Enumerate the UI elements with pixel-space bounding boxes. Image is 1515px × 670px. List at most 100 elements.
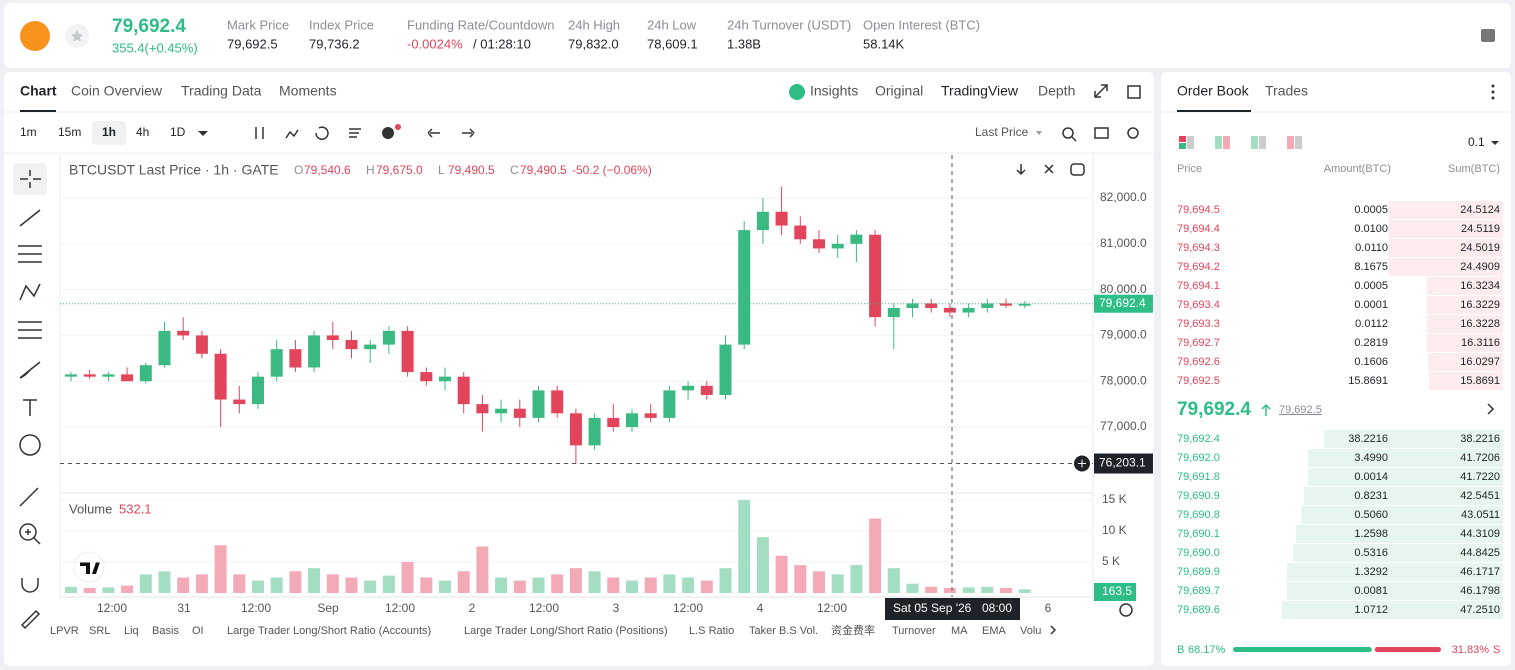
indicator-tab[interactable]: OI bbox=[192, 625, 204, 637]
indicator-tab[interactable]: Large Trader Long/Short Ratio (Positions… bbox=[464, 625, 668, 637]
col-header: Amount(BTC) bbox=[1324, 163, 1391, 175]
indicator-tab[interactable]: Large Trader Long/Short Ratio (Accounts) bbox=[227, 625, 431, 637]
legend-value: 79,675.0 bbox=[376, 163, 423, 177]
menu-dots[interactable] bbox=[1491, 84, 1495, 100]
volume-bar bbox=[887, 568, 900, 593]
volume-tick-label: 5 K bbox=[1102, 554, 1120, 568]
volume-bar bbox=[457, 571, 470, 593]
candle-body bbox=[532, 390, 545, 418]
indicator-tab[interactable]: Basis bbox=[152, 625, 179, 637]
x-tick-label: 12:00 bbox=[817, 601, 847, 615]
indicator-tab[interactable]: Volu bbox=[1020, 625, 1041, 637]
interval[interactable]: 4h bbox=[136, 125, 149, 139]
candle-body bbox=[214, 353, 227, 400]
tab[interactable]: Trading Data bbox=[181, 83, 262, 99]
active-tab-underline bbox=[1177, 110, 1251, 112]
indicator-tab[interactable]: Turnover bbox=[892, 625, 936, 637]
book-amount: 1.2598 bbox=[1354, 528, 1388, 540]
price-source[interactable]: Last Price bbox=[975, 125, 1029, 139]
book-sum: 16.3229 bbox=[1460, 299, 1500, 311]
book-price: 79,690.8 bbox=[1177, 509, 1220, 521]
stat-value: 58.14K bbox=[863, 36, 905, 51]
tab[interactable]: Chart bbox=[20, 83, 57, 99]
indicator-tab[interactable]: L.S Ratio bbox=[689, 625, 734, 637]
candle-body bbox=[813, 239, 825, 249]
y-tick-label: 78,000.0 bbox=[1100, 373, 1147, 387]
book-price: 79,690.1 bbox=[1177, 528, 1220, 540]
indicator-tab[interactable]: SRL bbox=[89, 625, 110, 637]
badge bbox=[395, 124, 401, 130]
volume-bar bbox=[813, 571, 825, 593]
interval[interactable]: 15m bbox=[58, 125, 81, 139]
view-tab[interactable]: Insights bbox=[810, 83, 858, 99]
stat-label: Funding Rate/Countdown bbox=[407, 17, 554, 32]
book-price: 79,689.9 bbox=[1177, 566, 1220, 578]
stat-value: 78,609.1 bbox=[647, 36, 698, 51]
precision[interactable]: 0.1 bbox=[1468, 135, 1485, 149]
volume-bar bbox=[401, 561, 414, 593]
book-sum: 24.5124 bbox=[1460, 204, 1500, 216]
legend-value: 79,490.5 bbox=[520, 163, 567, 177]
depth-bar bbox=[1388, 239, 1503, 257]
x-tick-label: 31 bbox=[177, 601, 191, 615]
indicator-icon[interactable] bbox=[382, 127, 394, 139]
candle-body bbox=[626, 413, 638, 428]
interval[interactable]: 1h bbox=[102, 125, 116, 139]
book-price: 79,692.5 bbox=[1177, 375, 1220, 387]
interval[interactable]: 1D bbox=[170, 125, 186, 139]
stat-value: -0.0024% bbox=[407, 36, 463, 51]
indicator-tab[interactable]: MA bbox=[951, 625, 968, 637]
depth-bar bbox=[1426, 296, 1503, 314]
sell-key: S bbox=[1493, 644, 1500, 656]
chart-panel bbox=[4, 72, 1154, 666]
candle-body bbox=[1018, 303, 1031, 306]
chevron[interactable] bbox=[1487, 403, 1495, 415]
indicator-tab[interactable]: Liq bbox=[124, 625, 139, 637]
book-amount: 3.4990 bbox=[1354, 452, 1388, 464]
candle-body bbox=[850, 234, 863, 244]
book-tab[interactable]: Order Book bbox=[1177, 83, 1250, 99]
volume-bar bbox=[83, 588, 96, 593]
volume-bar bbox=[719, 568, 732, 593]
tab[interactable]: Moments bbox=[279, 83, 337, 99]
volume-bar bbox=[308, 568, 321, 593]
volume-current-tag bbox=[1094, 582, 1136, 601]
crosshair-date: Sat 05 Sep '26 bbox=[893, 601, 972, 615]
interval[interactable]: 1m bbox=[20, 125, 37, 139]
view-tab[interactable]: TradingView bbox=[941, 83, 1019, 99]
volume-bar bbox=[700, 580, 713, 593]
indicator-tab[interactable]: EMA bbox=[982, 625, 1007, 637]
volume-tick-label: 10 K bbox=[1102, 523, 1127, 537]
book-amount: 0.0005 bbox=[1354, 280, 1388, 292]
view-tab[interactable]: Depth bbox=[1038, 83, 1075, 99]
candle-body bbox=[925, 303, 938, 308]
volume-bar bbox=[420, 577, 433, 593]
volume-last: 532.1 bbox=[119, 501, 152, 516]
drawing-tools bbox=[18, 84, 1141, 630]
candle-body bbox=[420, 372, 433, 382]
book-sum: 38.2216 bbox=[1460, 433, 1500, 445]
x-tick-label: 6 bbox=[1045, 601, 1052, 615]
indicator-tab[interactable]: 资金费率 bbox=[831, 623, 875, 637]
book-amount: 1.0712 bbox=[1354, 604, 1388, 616]
view-tab[interactable]: Original bbox=[875, 83, 923, 99]
settings-icon[interactable] bbox=[1481, 29, 1495, 42]
depth-bar bbox=[1282, 601, 1503, 619]
indicator-tab[interactable]: LPVR bbox=[50, 625, 79, 637]
time-tag bbox=[885, 598, 1020, 620]
stat-value: 79,832.0 bbox=[568, 36, 619, 51]
candle-body bbox=[195, 335, 208, 354]
book-price: 79,690.0 bbox=[1177, 547, 1220, 559]
volume-bar bbox=[775, 555, 788, 593]
volume-tick-label: 15 K bbox=[1102, 492, 1127, 506]
candle-body bbox=[65, 374, 77, 377]
tool-active[interactable] bbox=[13, 163, 47, 195]
indicator-tab[interactable]: Taker B.S Vol. bbox=[749, 625, 818, 637]
star-icon bbox=[71, 30, 83, 42]
chevron[interactable] bbox=[1050, 625, 1057, 635]
candle-body bbox=[83, 374, 96, 377]
stat-value: 79,736.2 bbox=[309, 36, 360, 51]
candle-body bbox=[476, 404, 489, 414]
book-tab[interactable]: Trades bbox=[1265, 83, 1308, 99]
tab[interactable]: Coin Overview bbox=[71, 83, 163, 99]
